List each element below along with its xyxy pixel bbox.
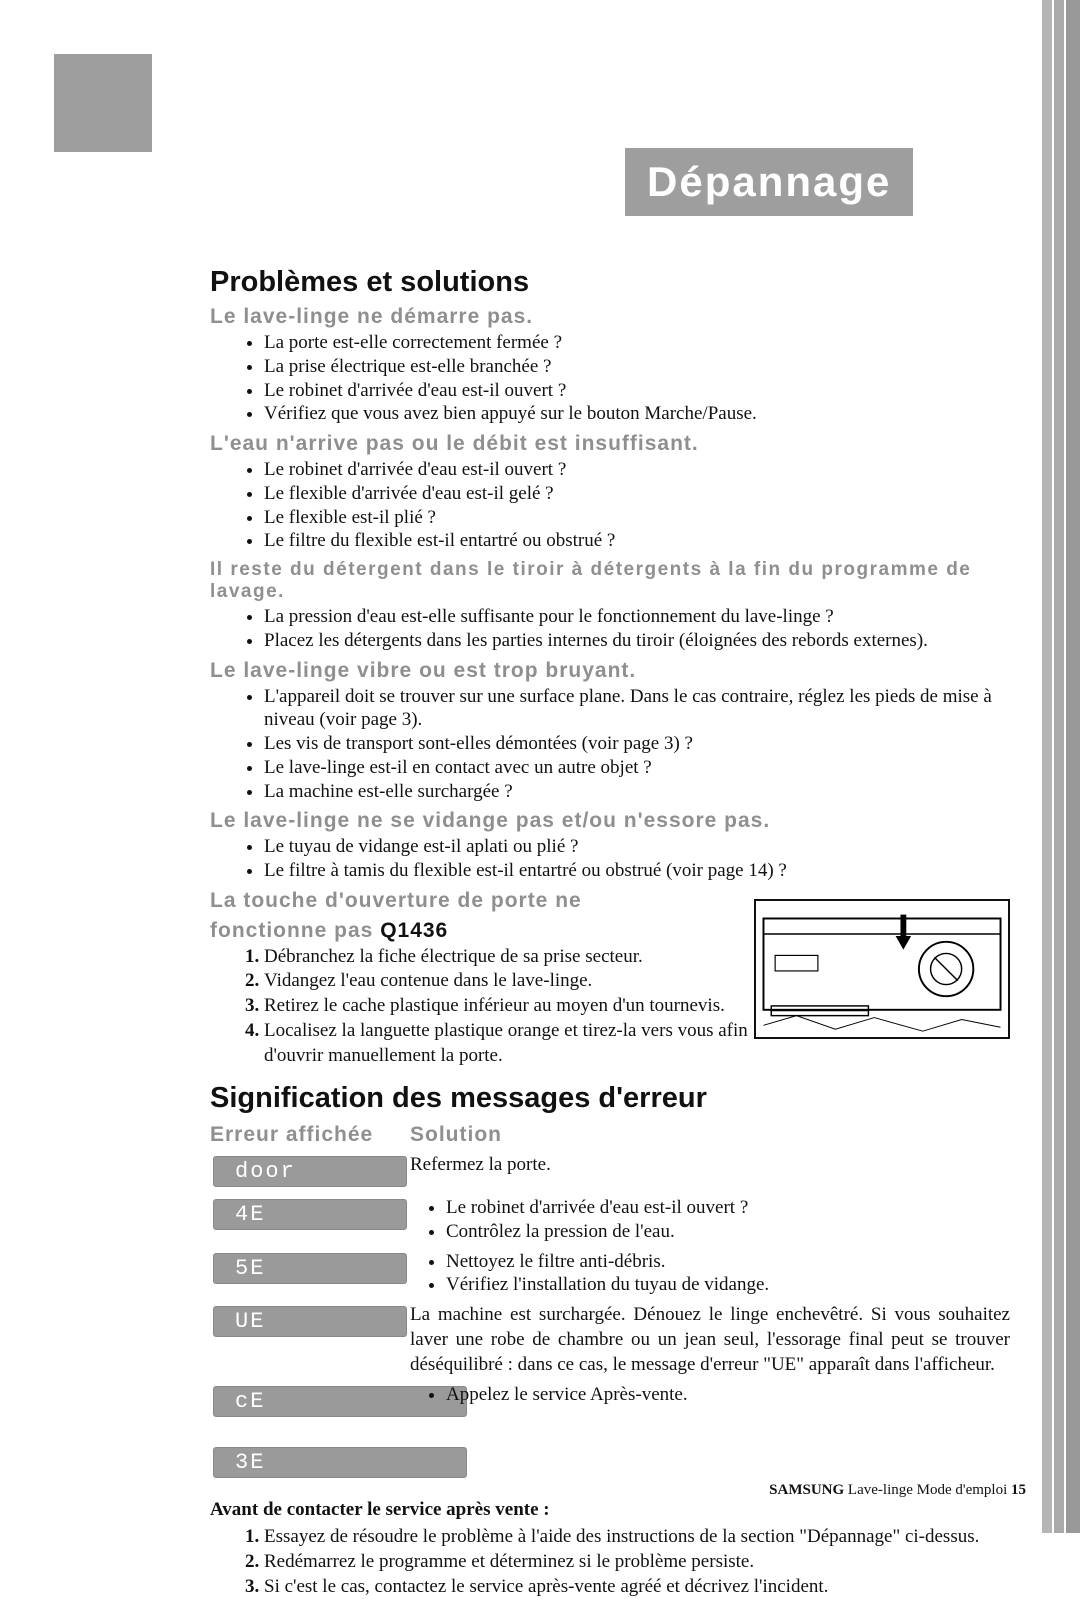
problem-title: Il reste du détergent dans le tiroir à d…: [210, 559, 1010, 603]
error-bullets: Nettoyez le filtre anti-débris. Vérifiez…: [446, 1250, 1010, 1298]
before-contact: Avant de contacter le service après vent…: [210, 1499, 1010, 1599]
error-table-head: Erreur affichée Solution: [210, 1123, 1010, 1147]
q1436-step: Retirez le cache plastique inférieur au …: [264, 994, 784, 1019]
problem-title: Le lave-linge vibre ou est trop bruyant.: [210, 659, 1010, 683]
diagram-bottom-panel: [754, 899, 1010, 1039]
manual-page: Dépannage Problèmes et solutions Le lave…: [0, 0, 1080, 1533]
error-bullet: Nettoyez le filtre anti-débris.: [446, 1250, 1010, 1274]
error-codes: door: [210, 1153, 410, 1190]
content: Problèmes et solutions Le lave-linge ne …: [210, 266, 1010, 1599]
problem-group: L'eau n'arrive pas ou le débit est insuf…: [210, 432, 1010, 553]
corner-block: [54, 54, 152, 152]
error-bullets: Appelez le service Après-vente.: [446, 1383, 1010, 1407]
error-solution: Le robinet d'arrivée d'eau est-il ouvert…: [410, 1196, 1010, 1244]
footer-page: 15: [1011, 1482, 1026, 1498]
error-row: 4E Le robinet d'arrivée d'eau est-il ouv…: [210, 1196, 1010, 1244]
problem-group: Le lave-linge vibre ou est trop bruyant.…: [210, 659, 1010, 804]
problem-item: Placez les détergents dans les parties i…: [264, 629, 1010, 653]
lcd-text: 4E: [235, 1202, 265, 1227]
section-heading-problems: Problèmes et solutions: [210, 266, 1010, 299]
lcd-text: 3E: [235, 1450, 265, 1475]
error-row: cE 3E Appelez le service Après-vente.: [210, 1383, 1010, 1481]
diagram-svg: [756, 901, 1008, 1037]
lcd-badge: door: [210, 1153, 410, 1190]
problem-item: Le lave-linge est-il en contact avec un …: [264, 756, 1010, 780]
problem-group: Le lave-linge ne démarre pas. La porte e…: [210, 305, 1010, 426]
section-heading-errors: Signification des messages d'erreur: [210, 1082, 1010, 1115]
lcd-text: cE: [235, 1389, 265, 1414]
model-number: Q1436: [380, 919, 448, 942]
problem-group-q1436: La touche d'ouverture de porte ne foncti…: [210, 889, 1010, 1068]
lcd-badge: 5E: [210, 1250, 410, 1287]
lcd-badge: 4E: [210, 1196, 410, 1233]
problem-item: La pression d'eau est-elle suffisante po…: [264, 605, 1010, 629]
lcd-text: UE: [235, 1309, 265, 1334]
problem-title: Le lave-linge ne démarre pas.: [210, 305, 1010, 329]
problem-item: Le flexible d'arrivée d'eau est-il gelé …: [264, 482, 1010, 506]
error-solution: Nettoyez le filtre anti-débris. Vérifiez…: [410, 1250, 1010, 1298]
page-footer: SAMSUNG Lave-linge Mode d'emploi 15: [769, 1482, 1026, 1499]
side-tab-lines: [1042, 0, 1080, 1533]
error-text: Refermez la porte.: [410, 1153, 1010, 1178]
problem-group: Le lave-linge ne se vidange pas et/ou n'…: [210, 809, 1010, 883]
problem-item: Le robinet d'arrivée d'eau est-il ouvert…: [264, 379, 1010, 403]
q1436-step: Vidangez l'eau contenue dans le lave-lin…: [264, 969, 784, 994]
error-codes: UE: [210, 1303, 410, 1377]
error-table: Erreur affichée Solution door Refermez l…: [210, 1123, 1010, 1481]
problem-item: Le filtre du flexible est-il entartré ou…: [264, 529, 1010, 553]
before-contact-step: Redémarrez le programme et déterminez si…: [264, 1550, 1010, 1575]
q1436-step: Localisez la languette plastique orange …: [264, 1019, 784, 1068]
q1436-step: Débranchez la fiche électrique de sa pri…: [264, 945, 784, 970]
problem-item: Le robinet d'arrivée d'eau est-il ouvert…: [264, 458, 1010, 482]
before-contact-step: Essayez de résoudre le problème à l'aide…: [264, 1525, 1010, 1550]
q1436-steps: Débranchez la fiche électrique de sa pri…: [264, 945, 784, 1068]
problem-title: Le lave-linge ne se vidange pas et/ou n'…: [210, 809, 1010, 833]
error-solution: La machine est surchargée. Dénouez le li…: [410, 1303, 1010, 1377]
footer-brand: SAMSUNG: [769, 1482, 844, 1498]
before-contact-steps: Essayez de résoudre le problème à l'aide…: [264, 1525, 1010, 1599]
problem-item: Les vis de transport sont-elles démontée…: [264, 732, 1010, 756]
problem-item: Vérifiez que vous avez bien appuyé sur l…: [264, 402, 1010, 426]
page-title: Dépannage: [647, 158, 891, 205]
error-bullet: Vérifiez l'installation du tuyau de vida…: [446, 1273, 1010, 1297]
error-codes: 5E: [210, 1250, 410, 1298]
error-bullet: Appelez le service Après-vente.: [446, 1383, 1010, 1407]
problem-group: Il reste du détergent dans le tiroir à d…: [210, 559, 1010, 653]
error-row: door Refermez la porte.: [210, 1153, 1010, 1190]
error-head-left: Erreur affichée: [210, 1123, 410, 1147]
problem-item: La porte est-elle correctement fermée ?: [264, 331, 1010, 355]
problem-list: Le tuyau de vidange est-il aplati ou pli…: [264, 835, 1010, 883]
lcd-badge: UE: [210, 1303, 410, 1340]
error-head-right: Solution: [410, 1123, 502, 1147]
problem-item: Le flexible est-il plié ?: [264, 506, 1010, 530]
problem-list: Le robinet d'arrivée d'eau est-il ouvert…: [264, 458, 1010, 553]
problem-title-line2-text: fonctionne pas: [210, 919, 373, 942]
problem-item: Le filtre à tamis du flexible est-il ent…: [264, 859, 1010, 883]
error-solution: Refermez la porte.: [410, 1153, 1010, 1190]
problem-list: L'appareil doit se trouver sur une surfa…: [264, 685, 1010, 804]
before-contact-step: Si c'est le cas, contactez le service ap…: [264, 1575, 1010, 1599]
problem-item: Le tuyau de vidange est-il aplati ou pli…: [264, 835, 1010, 859]
lcd-text: door: [235, 1159, 296, 1184]
page-title-box: Dépannage: [625, 148, 913, 216]
lcd-text: 5E: [235, 1256, 265, 1281]
error-row: 5E Nettoyez le filtre anti-débris. Vérif…: [210, 1250, 1010, 1298]
error-row: UE La machine est surchargée. Dénouez le…: [210, 1303, 1010, 1377]
error-bullets: Le robinet d'arrivée d'eau est-il ouvert…: [446, 1196, 1010, 1244]
problem-title: L'eau n'arrive pas ou le débit est insuf…: [210, 432, 1010, 456]
problem-item: L'appareil doit se trouver sur une surfa…: [264, 685, 1010, 733]
problem-list: La pression d'eau est-elle suffisante po…: [264, 605, 1010, 653]
error-text: La machine est surchargée. Dénouez le li…: [410, 1303, 1010, 1377]
footer-text: Lave-linge Mode d'emploi: [848, 1482, 1007, 1498]
problem-item: La prise électrique est-elle branchée ?: [264, 355, 1010, 379]
error-codes: 4E: [210, 1196, 410, 1244]
error-bullet: Le robinet d'arrivée d'eau est-il ouvert…: [446, 1196, 1010, 1220]
before-contact-heading: Avant de contacter le service après vent…: [210, 1499, 1010, 1521]
error-bullet: Contrôlez la pression de l'eau.: [446, 1220, 1010, 1244]
problem-list: La porte est-elle correctement fermée ? …: [264, 331, 1010, 426]
error-solution: Appelez le service Après-vente.: [410, 1383, 1010, 1481]
problem-item: La machine est-elle surchargée ?: [264, 780, 1010, 804]
